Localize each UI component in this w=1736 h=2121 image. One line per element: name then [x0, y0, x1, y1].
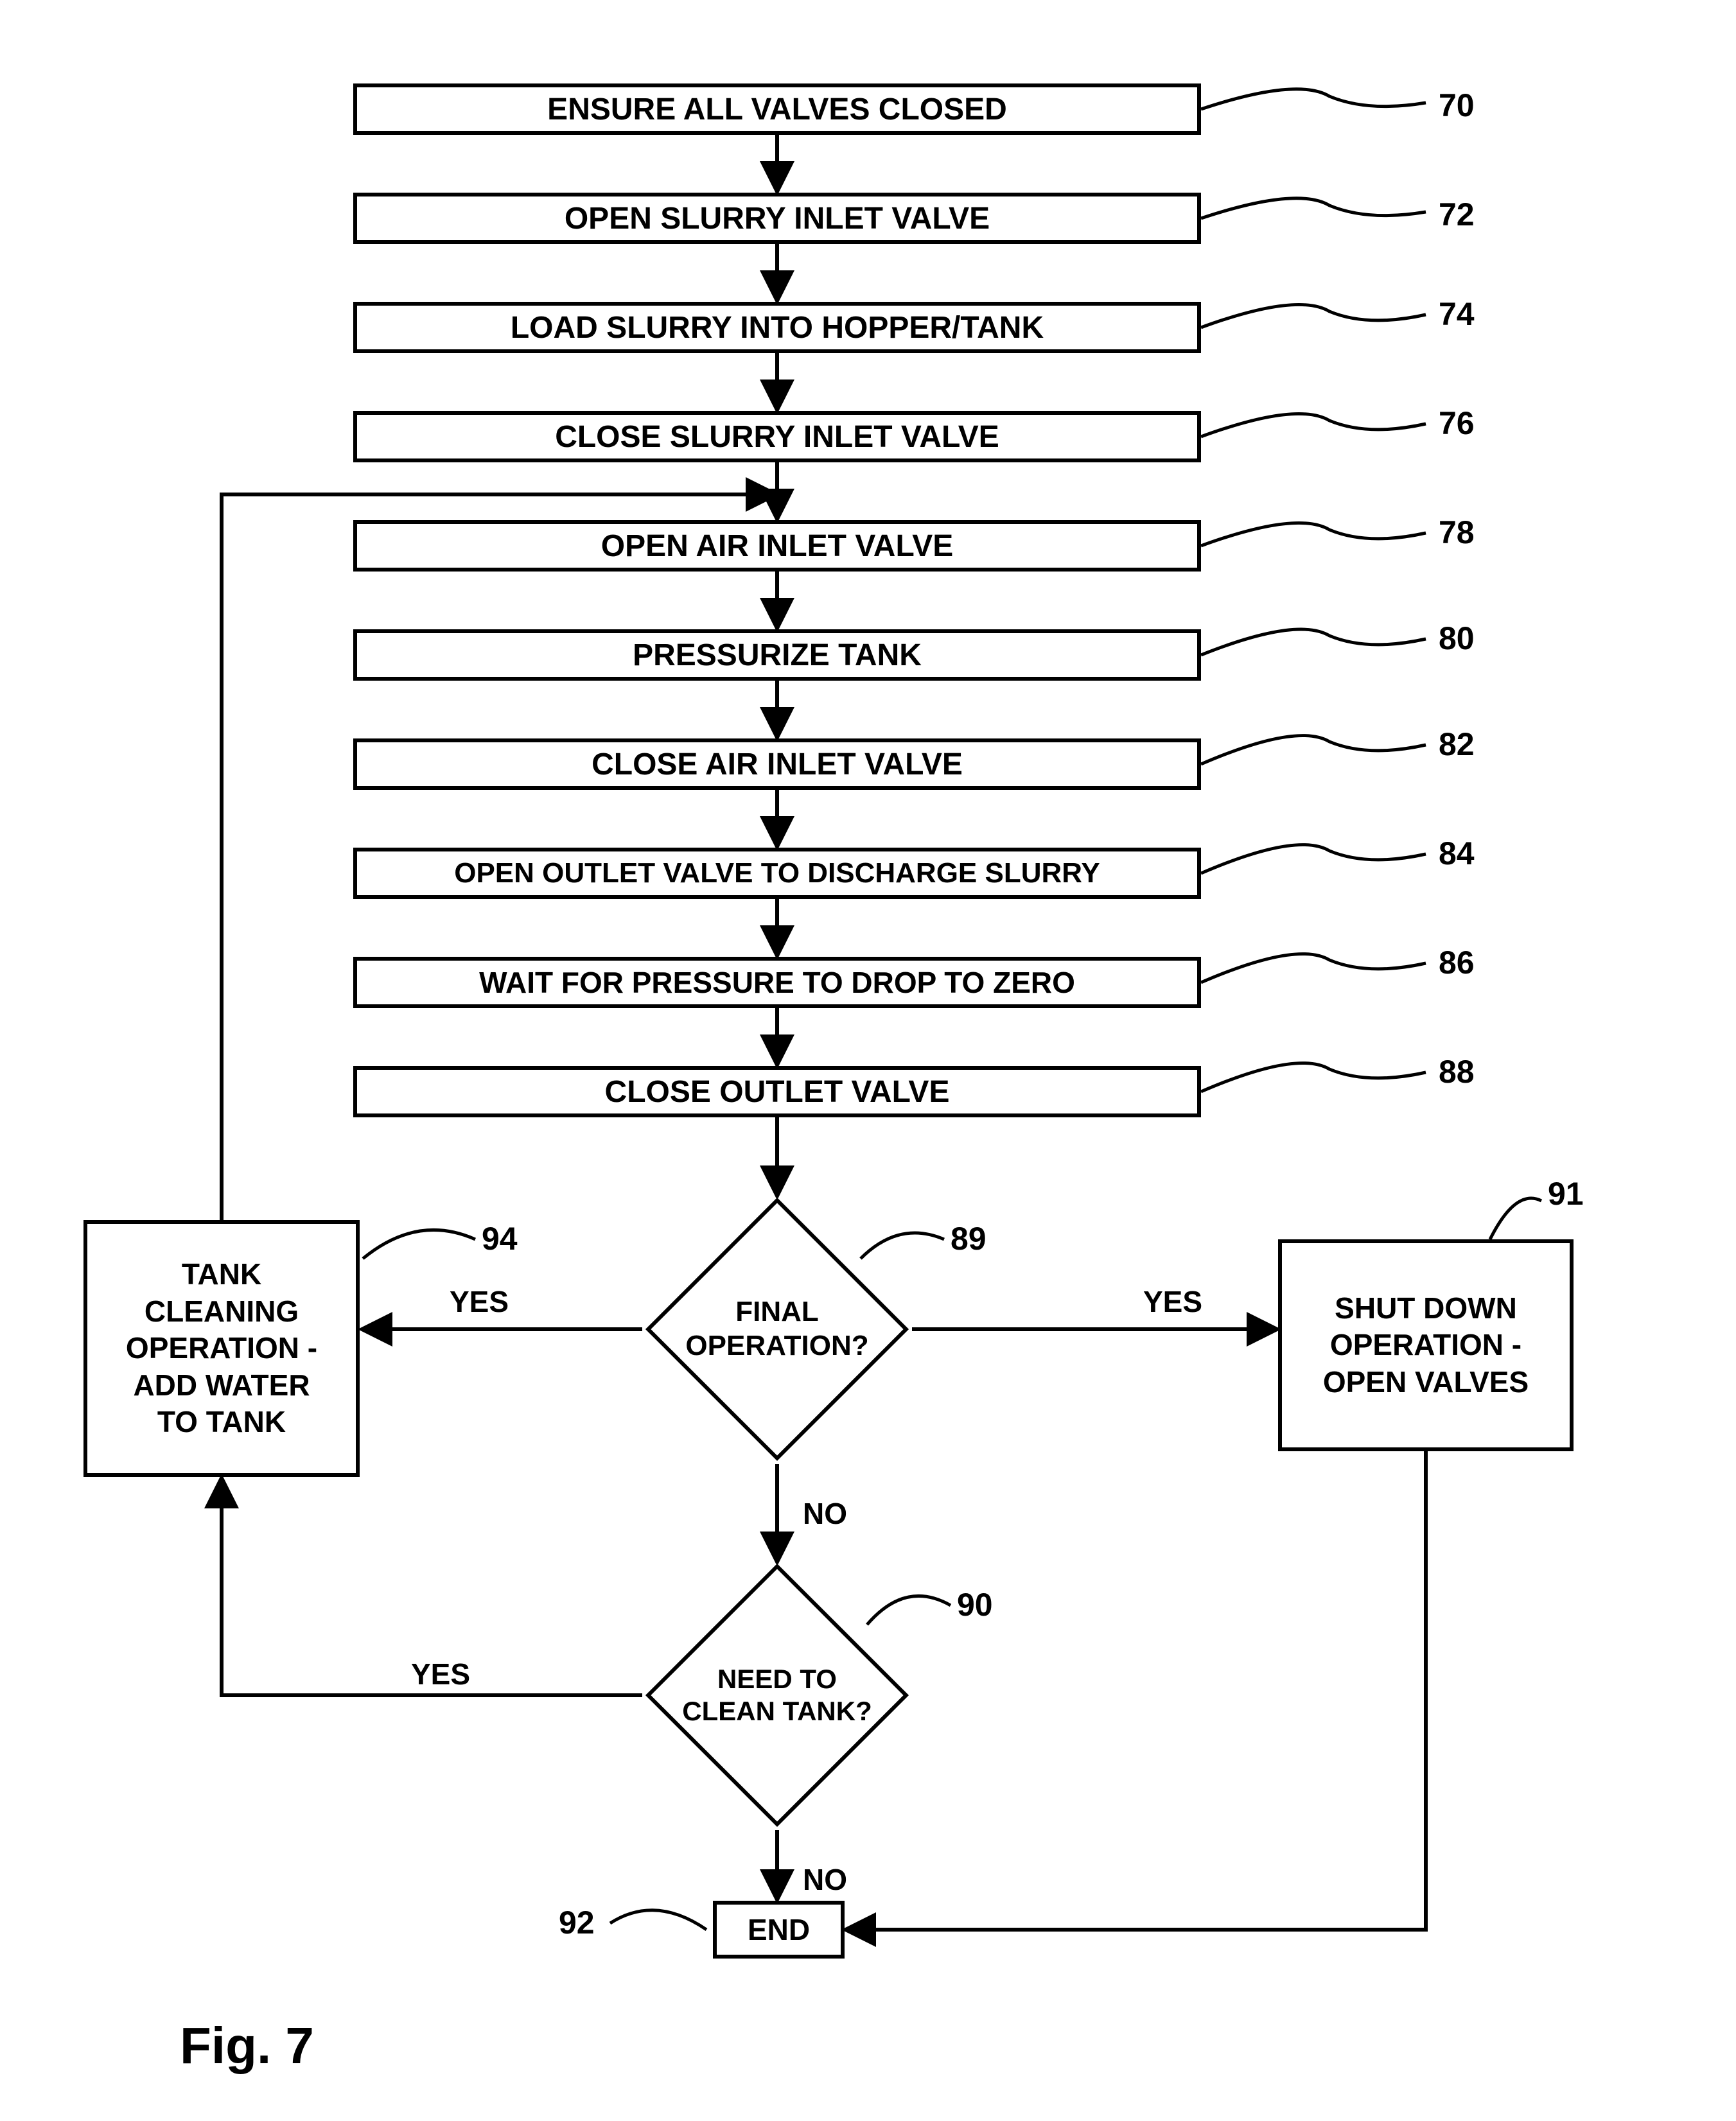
process-step-74: LOAD SLURRY INTO HOPPER/TANK — [353, 302, 1201, 353]
process-step-84: OPEN OUTLET VALVE TO DISCHARGE SLURRY — [353, 848, 1201, 899]
edge-label: YES — [411, 1657, 470, 1691]
process-step-72: OPEN SLURRY INLET VALVE — [353, 193, 1201, 244]
ref-label-82: 82 — [1439, 726, 1475, 763]
decision-clean-tank: NEED TO CLEAN TANK? — [684, 1602, 870, 1788]
process-step-86: WAIT FOR PRESSURE TO DROP TO ZERO — [353, 957, 1201, 1008]
decision-final-operation-text: FINAL OPERATION? — [684, 1236, 870, 1422]
ref-label-78: 78 — [1439, 514, 1475, 551]
process-step-76: CLOSE SLURRY INLET VALVE — [353, 411, 1201, 462]
process-step-82: CLOSE AIR INLET VALVE — [353, 738, 1201, 790]
process-step-80: PRESSURIZE TANK — [353, 629, 1201, 681]
figure-label: Fig. 7 — [180, 2016, 314, 2075]
ref-label-88: 88 — [1439, 1053, 1475, 1090]
end-text: END — [748, 1912, 810, 1947]
tank-cleaning-text: TANK CLEANING OPERATION - ADD WATER TO T… — [126, 1256, 317, 1441]
decision-final-operation: FINAL OPERATION? — [684, 1236, 870, 1422]
ref-label-91: 91 — [1548, 1175, 1584, 1212]
ref-label-80: 80 — [1439, 620, 1475, 657]
ref-label-84: 84 — [1439, 835, 1475, 872]
shutdown-text: SHUT DOWN OPERATION - OPEN VALVES — [1323, 1290, 1529, 1401]
edge-label: NO — [803, 1496, 847, 1531]
ref-label-94: 94 — [482, 1220, 518, 1257]
ref-label-92: 92 — [559, 1904, 595, 1941]
ref-label-90: 90 — [957, 1586, 993, 1623]
ref-label-76: 76 — [1439, 405, 1475, 442]
ref-label-86: 86 — [1439, 944, 1475, 981]
edge-label: YES — [450, 1284, 509, 1319]
tank-cleaning-box: TANK CLEANING OPERATION - ADD WATER TO T… — [83, 1220, 360, 1477]
flowchart-canvas: ENSURE ALL VALVES CLOSED OPEN SLURRY INLE… — [0, 0, 1736, 2121]
end-box: END — [713, 1901, 845, 1959]
shutdown-box: SHUT DOWN OPERATION - OPEN VALVES — [1278, 1239, 1574, 1451]
decision-clean-tank-text: NEED TO CLEAN TANK? — [684, 1602, 870, 1788]
ref-label-72: 72 — [1439, 196, 1475, 233]
ref-label-74: 74 — [1439, 295, 1475, 333]
process-step-88: CLOSE OUTLET VALVE — [353, 1066, 1201, 1117]
edge-label: NO — [803, 1862, 847, 1897]
ref-label-89: 89 — [951, 1220, 986, 1257]
ref-label-70: 70 — [1439, 87, 1475, 124]
process-step-78: OPEN AIR INLET VALVE — [353, 520, 1201, 572]
edge-label: YES — [1143, 1284, 1202, 1319]
process-step-70: ENSURE ALL VALVES CLOSED — [353, 83, 1201, 135]
